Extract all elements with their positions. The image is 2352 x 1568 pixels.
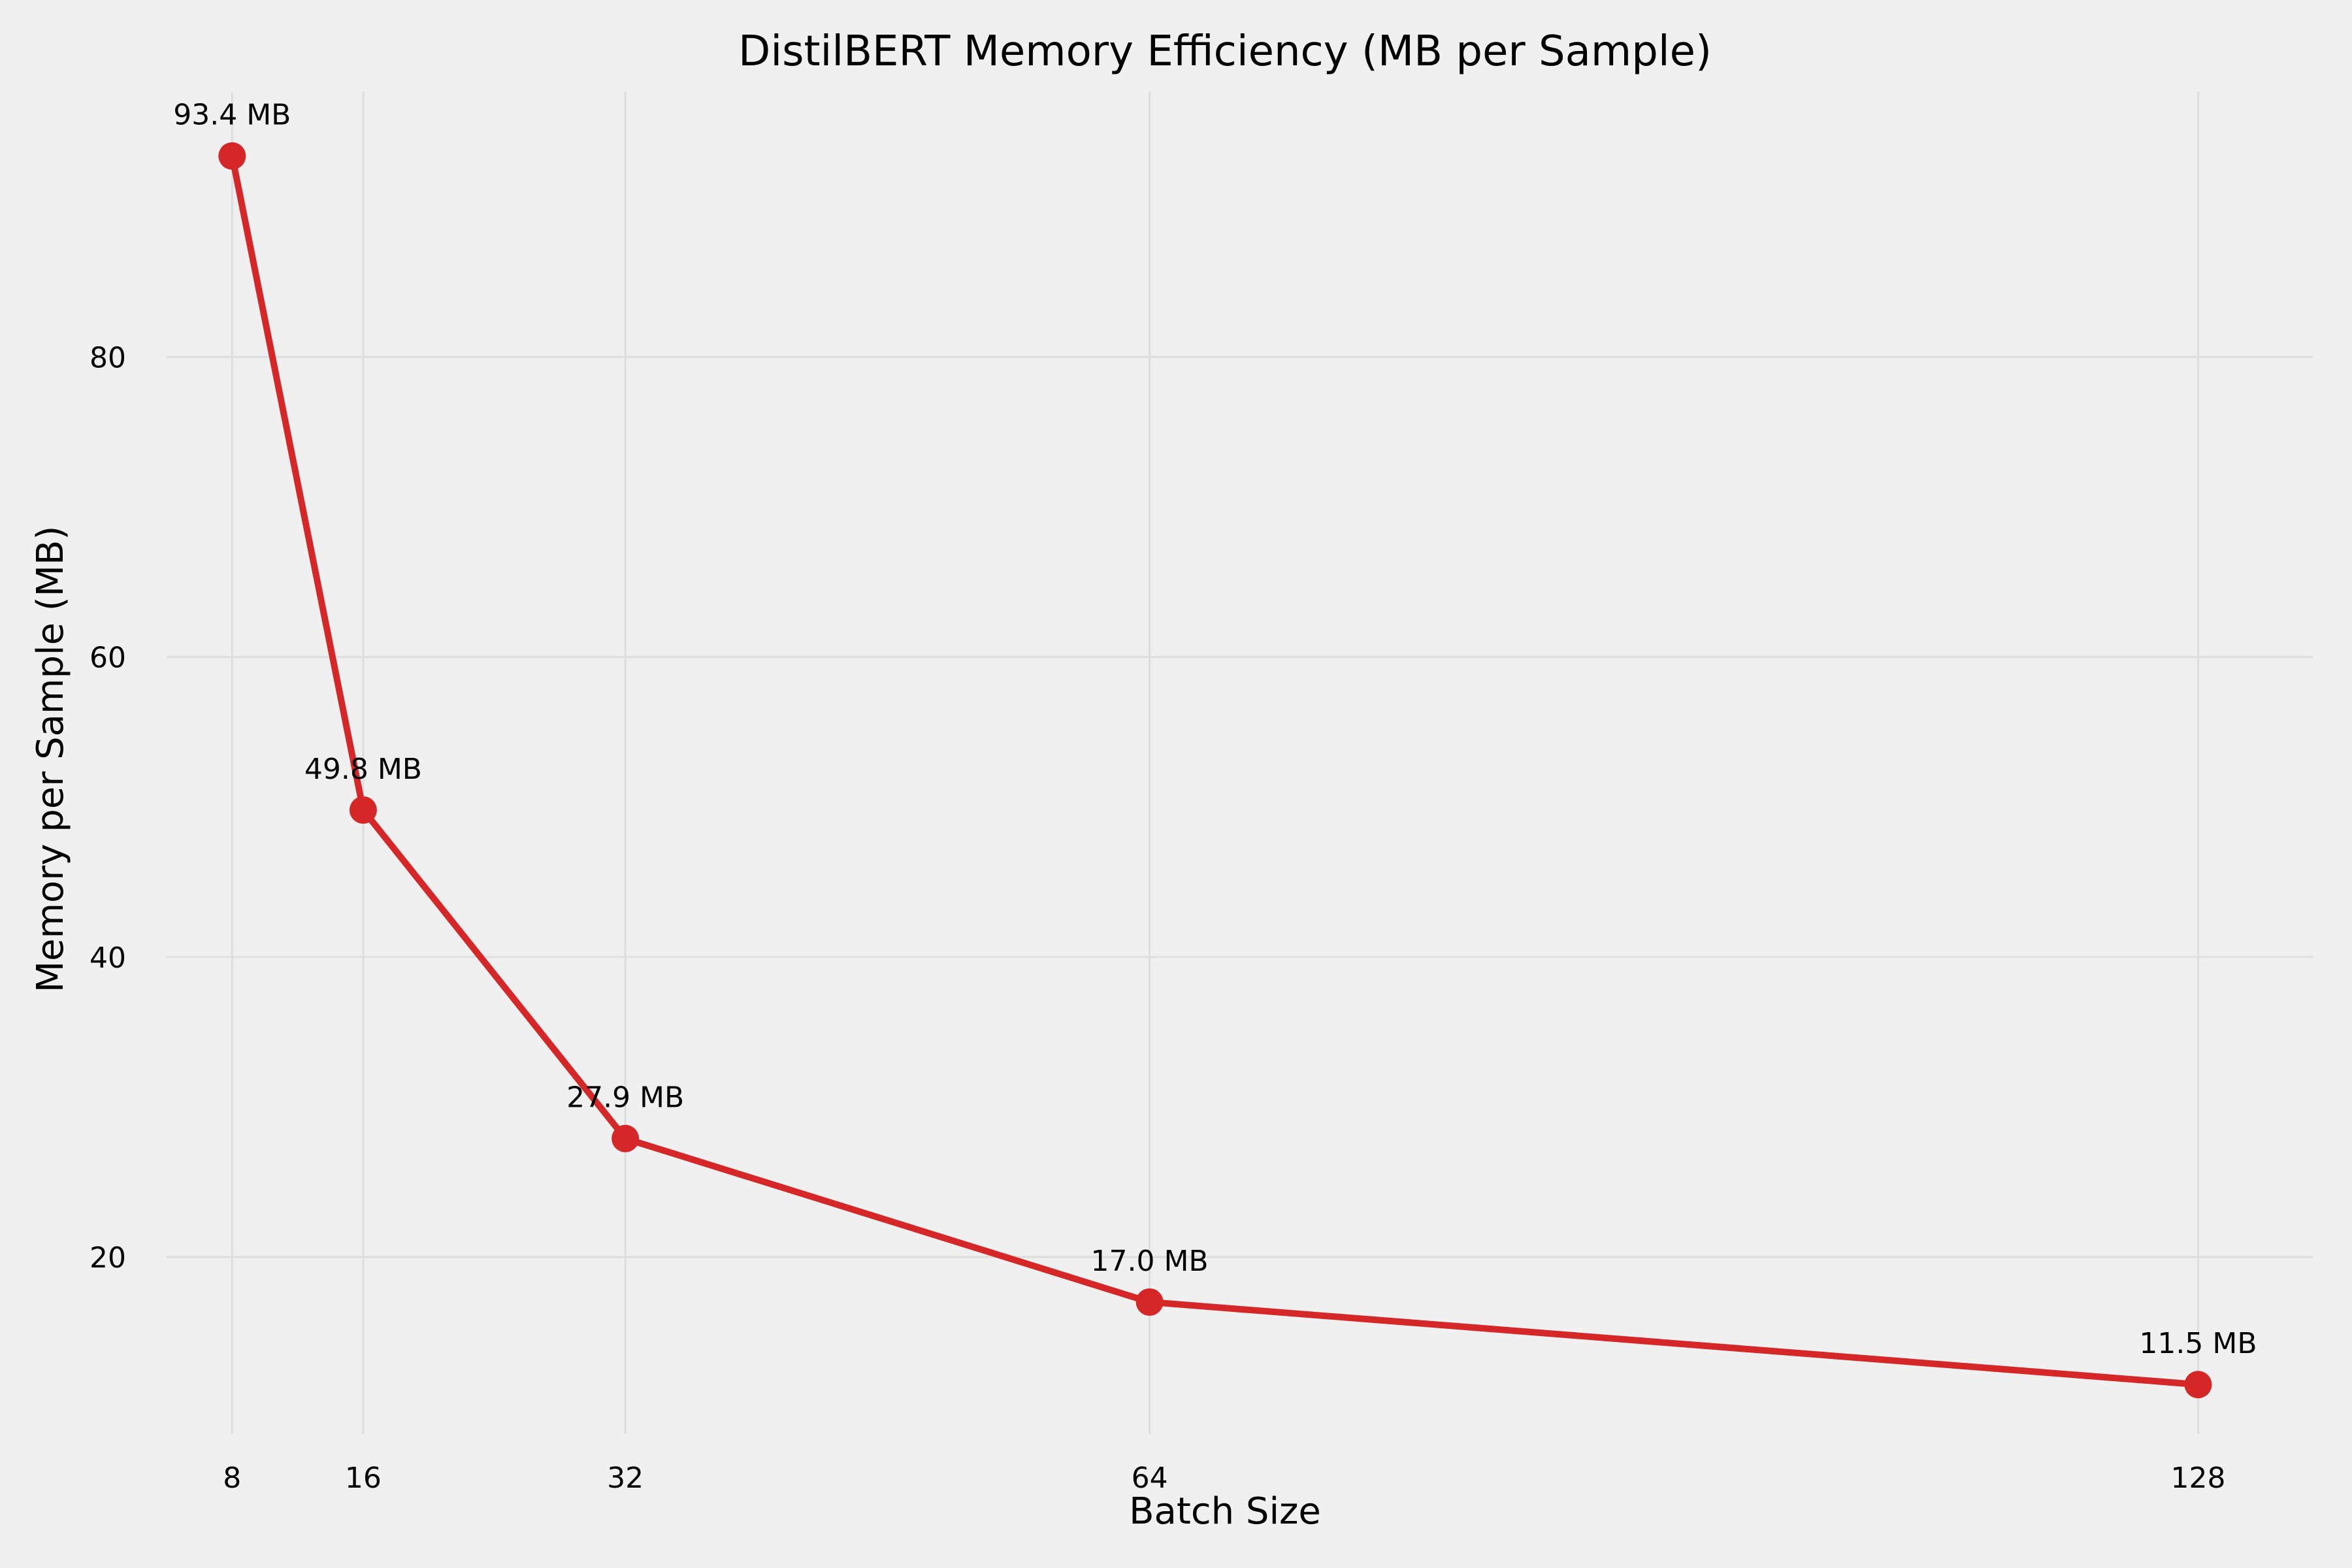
y-axis-ticks: 20 40 60 80 [90, 341, 126, 1275]
data-label: 49.8 MB [304, 753, 422, 786]
x-tick-label: 32 [607, 1462, 644, 1495]
data-point [349, 796, 377, 824]
points-layer [218, 142, 2212, 1399]
data-label: 27.9 MB [566, 1081, 684, 1115]
y-axis-label: Memory per Sample (MB) [29, 526, 72, 993]
y-tick-label: 20 [90, 1241, 126, 1275]
data-point [218, 142, 246, 170]
series-layer [229, 152, 2202, 1388]
y-tick-label: 80 [90, 341, 126, 374]
data-label: 17.0 MB [1091, 1245, 1209, 1278]
x-axis-ticks: 8 16 32 64 128 [223, 1462, 2225, 1495]
x-axis-label: Batch Size [1129, 1490, 1321, 1533]
x-tick-label: 128 [2170, 1462, 2225, 1495]
y-tick-label: 40 [90, 941, 126, 975]
x-tick-label: 8 [223, 1462, 241, 1495]
x-tick-label: 16 [345, 1462, 382, 1495]
grid [167, 91, 2313, 1434]
x-tick-label: 64 [1132, 1462, 1168, 1495]
series-line [229, 152, 2202, 1388]
data-label: 11.5 MB [2139, 1327, 2257, 1360]
chart-title: DistilBERT Memory Efficiency (MB per Sam… [738, 27, 1712, 76]
data-labels: 93.4 MB 49.8 MB 27.9 MB 17.0 MB 11.5 MB [173, 99, 2257, 1360]
data-label: 93.4 MB [173, 99, 291, 132]
data-point [612, 1124, 640, 1152]
data-point [1135, 1288, 1164, 1316]
y-tick-label: 60 [90, 642, 126, 675]
data-point [2184, 1371, 2212, 1399]
